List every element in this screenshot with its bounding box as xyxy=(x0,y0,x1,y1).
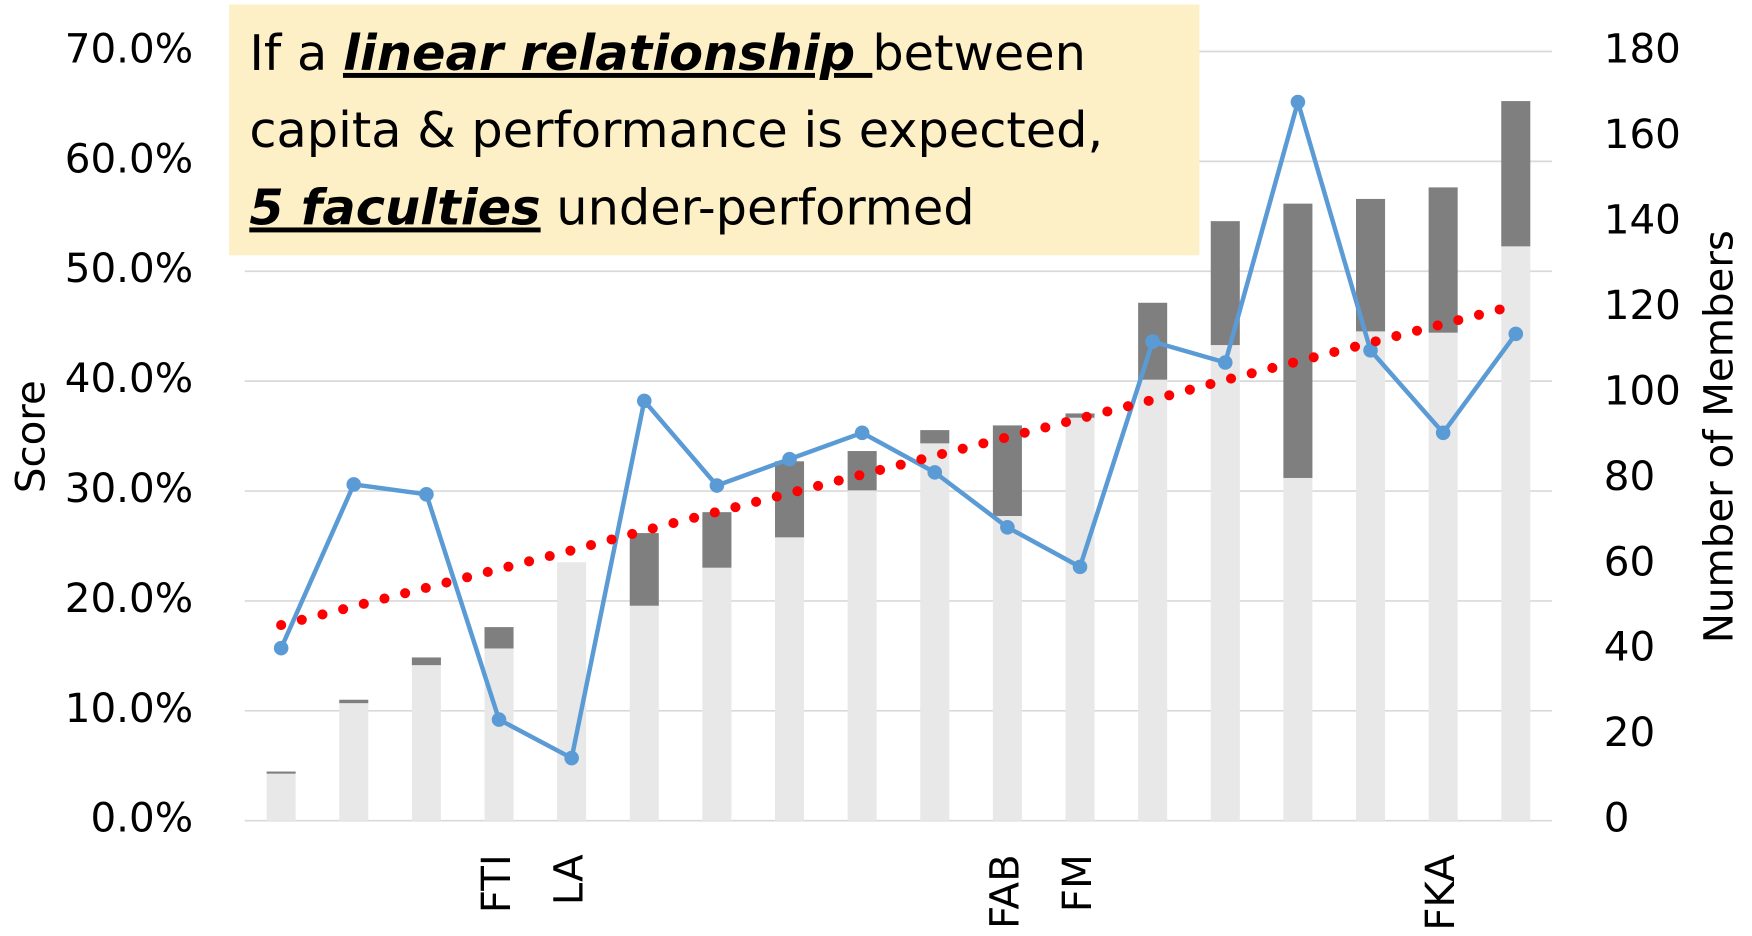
bar xyxy=(411,665,441,821)
bar xyxy=(557,562,587,821)
bar xyxy=(920,443,950,821)
y2-tick-label: 180 xyxy=(1604,26,1681,73)
x-tick-label: FM xyxy=(1054,854,1101,912)
line-marker xyxy=(782,451,797,467)
y-tick-label: 20.0% xyxy=(65,575,193,622)
line-marker xyxy=(927,465,943,480)
bar xyxy=(1283,477,1313,821)
line-marker xyxy=(1363,343,1378,358)
annotation-line: 5 faculties under-performed xyxy=(249,178,974,236)
bar xyxy=(339,703,369,821)
bar xyxy=(992,515,1022,821)
bar xyxy=(920,430,950,444)
bar xyxy=(411,657,441,666)
annotation-text: under-performed xyxy=(541,178,975,236)
bar xyxy=(1428,332,1458,821)
line-marker xyxy=(1290,94,1306,110)
bar xyxy=(847,451,877,491)
bar xyxy=(1210,345,1240,821)
x-tick-label: FAB xyxy=(981,854,1028,929)
line-marker xyxy=(491,712,507,727)
line-marker xyxy=(1072,559,1088,575)
bar xyxy=(266,773,296,821)
bar xyxy=(1065,413,1095,418)
bar xyxy=(847,490,877,821)
y-tick-label: 50.0% xyxy=(65,245,193,292)
line-marker xyxy=(709,478,725,493)
line-marker xyxy=(564,750,579,766)
data-line xyxy=(279,99,1518,761)
y-tick-label: 70.0% xyxy=(65,26,193,73)
line-marker xyxy=(1508,326,1524,342)
line-marker xyxy=(1145,334,1160,349)
y-tick-label: 10.0% xyxy=(65,685,193,732)
x-tick-label: FKA xyxy=(1417,854,1464,931)
annotation-text: capita & performance is expected, xyxy=(249,101,1103,159)
line-marker xyxy=(1217,355,1233,370)
y-tick-label: 40.0% xyxy=(65,355,193,402)
annotation-box xyxy=(229,4,1200,256)
bar xyxy=(1356,331,1386,821)
bar xyxy=(774,537,805,821)
y2-tick-label: 40 xyxy=(1604,624,1655,671)
annotation-text: between xyxy=(872,24,1086,82)
bar xyxy=(1501,246,1531,821)
bar xyxy=(629,533,659,606)
bar xyxy=(629,605,659,821)
bar xyxy=(1065,417,1095,821)
y2-tick-label: 20 xyxy=(1604,709,1655,756)
y2-tick-label: 80 xyxy=(1604,453,1655,500)
y-tick-label: 60.0% xyxy=(65,135,193,182)
line-marker xyxy=(273,640,289,656)
y2-tick-label: 100 xyxy=(1604,367,1681,414)
bar xyxy=(1428,187,1458,333)
y-tick-label: 30.0% xyxy=(65,465,193,512)
y2-axis-label: Number of Members xyxy=(1696,230,1743,643)
bar xyxy=(339,699,369,704)
x-tick-label: FTI xyxy=(473,854,520,913)
bar xyxy=(1138,379,1168,821)
line-marker xyxy=(1000,520,1015,535)
line-marker xyxy=(854,425,870,441)
y2-tick-label: 140 xyxy=(1604,196,1681,243)
x-tick-label: LA xyxy=(546,854,593,905)
line-marker xyxy=(1435,425,1451,441)
y-axis-label: Score xyxy=(8,380,55,493)
line-marker xyxy=(346,477,362,492)
bar xyxy=(1501,101,1531,247)
y2-tick-label: 60 xyxy=(1604,538,1655,585)
bar xyxy=(1283,203,1313,478)
bar xyxy=(484,648,514,821)
trend-line xyxy=(276,300,1521,631)
line-marker xyxy=(419,487,434,502)
bar xyxy=(484,627,514,649)
y2-tick-label: 120 xyxy=(1604,282,1681,329)
y-tick-label: 0.0% xyxy=(90,795,193,842)
y2-tick-label: 0 xyxy=(1604,795,1630,842)
bar xyxy=(702,512,732,568)
line-marker xyxy=(636,393,652,409)
annotation-text: If a xyxy=(249,24,343,82)
annotation-text: linear relationship xyxy=(343,24,872,82)
y2-tick-label: 160 xyxy=(1604,111,1681,158)
annotation-text: 5 faculties xyxy=(249,178,540,236)
annotation-line: If a linear relationship between xyxy=(249,24,1086,82)
bar xyxy=(266,771,296,774)
bar xyxy=(702,567,732,821)
annotation-line: capita & performance is expected, xyxy=(249,101,1103,159)
